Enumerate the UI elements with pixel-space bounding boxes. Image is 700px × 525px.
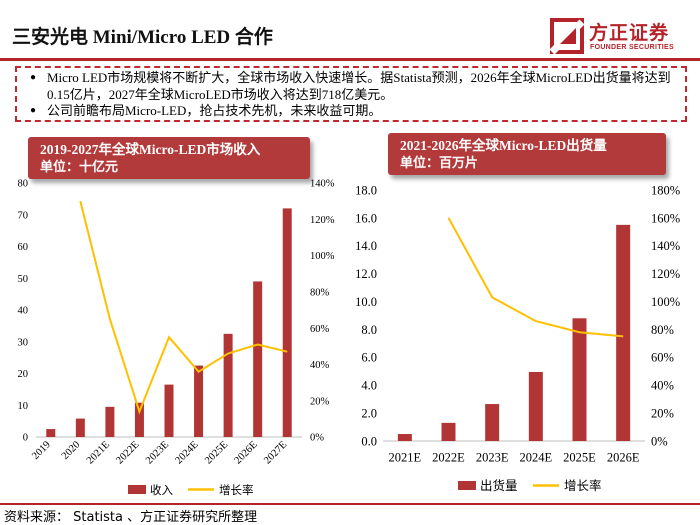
chart1-y-tick-label: 0 xyxy=(23,433,28,444)
chart1-y2-tick-label: 100% xyxy=(310,251,335,262)
chart2-y-tick-label: 6.0 xyxy=(361,351,377,365)
chart2-y2-tick-label: 100% xyxy=(651,295,680,309)
chart2-x-tick-label: 2021E xyxy=(389,451,422,465)
chart2-y2-tick-label: 140% xyxy=(651,239,680,253)
chart2-y2-tick-label: 180% xyxy=(651,183,680,197)
chart1-y-tick-label: 20 xyxy=(18,369,29,380)
logo-chinese-name: 方正证券 xyxy=(589,22,670,44)
summary-bullet: 公司前瞻布局Micro-LED，抢占技术先机，未来收益可期。 xyxy=(27,103,677,120)
chart1-y2-tick-label: 0% xyxy=(310,433,324,444)
chart2-legend-bar-swatch xyxy=(458,481,476,490)
shipment-chart: 0.0 2.0 4.0 6.0 8.0 10.0 12.0 14.0 16.0 18.0 0% 20%… xyxy=(355,183,680,493)
chart1-y-tick-label: 10 xyxy=(18,401,29,412)
chart2-y-tick-label: 18.0 xyxy=(355,183,377,197)
summary-box: Micro LED市场规模将不断扩大，全球市场收入快速增长。据Statista预… xyxy=(15,66,687,122)
chart2-y2-tick-label: 0% xyxy=(651,434,668,448)
chart1-bar xyxy=(282,208,292,437)
chart2-y2-tick-label: 60% xyxy=(651,351,674,365)
chart1-y2-tick-label: 40% xyxy=(310,360,330,371)
chart1-y2-tick-label: 60% xyxy=(310,324,330,335)
chart1-x-tick-label: 2024E xyxy=(174,439,201,466)
chart2-bar xyxy=(441,422,456,441)
chart2-legend-bar-label: 出货量 xyxy=(480,478,518,493)
header-divider xyxy=(0,58,700,61)
summary-bullet: Micro LED市场规模将不断扩大，全球市场收入快速增长。据Statista预… xyxy=(27,70,677,103)
chart1-bar xyxy=(223,333,233,437)
chart2-y2-tick-label: 40% xyxy=(651,379,674,393)
chart1-title: 2019-2027年全球Micro-LED市场收入 xyxy=(40,142,261,157)
chart1-bar xyxy=(253,281,263,437)
revenue-chart: 0 10 20 30 40 50 60 70 80 0% 20% 40% 60% 80% 100% 120% 1… xyxy=(18,179,335,497)
chart1-x-tick-label: 2021E xyxy=(85,439,112,466)
chart2-y-tick-label: 8.0 xyxy=(361,323,377,337)
chart2-x-tick-label: 2022E xyxy=(432,451,465,465)
chart2-subtitle: 单位：百万片 xyxy=(400,155,479,170)
page-title: 三安光电 Mini/Micro LED 合作 xyxy=(12,27,273,48)
chart1-bar xyxy=(194,365,204,437)
chart2-y2-tick-label: 160% xyxy=(651,211,680,225)
chart1-banner: 2019-2027年全球Micro-LED市场收入 单位：十亿元 xyxy=(28,137,310,179)
chart1-legend-bar-label: 收入 xyxy=(150,483,173,497)
chart1-bar xyxy=(46,429,56,437)
chart2-x-tick-label: 2026E xyxy=(607,451,640,465)
chart2-y2-tick-label: 80% xyxy=(651,323,674,337)
chart1-legend-line-label: 增长率 xyxy=(219,483,254,497)
chart2-y-tick-label: 4.0 xyxy=(361,379,377,393)
chart1-x-tick-label: 2020 xyxy=(60,439,83,462)
chart2-title: 2021-2026年全球Micro-LED出货量 xyxy=(400,138,607,153)
chart1-x-tick-label: 2025E xyxy=(203,439,230,466)
chart1-y2-tick-label: 140% xyxy=(310,179,335,190)
chart2-bar xyxy=(528,371,543,441)
chart1-x-tick-label: 2019 xyxy=(30,439,53,462)
founder-securities-logo: 方正证券 FOUNDER SECURITIES xyxy=(548,14,698,60)
chart2-banner: 2021-2026年全球Micro-LED出货量 单位：百万片 xyxy=(388,133,666,175)
chart2-y-tick-label: 12.0 xyxy=(355,267,377,281)
chart2-bar xyxy=(616,224,631,441)
chart2-y-tick-label: 10.0 xyxy=(355,295,377,309)
logo-english-name: FOUNDER SECURITIES xyxy=(590,44,674,51)
chart2-y2-tick-label: 120% xyxy=(651,267,680,281)
chart1-y-tick-label: 80 xyxy=(18,179,29,190)
footer-divider xyxy=(0,503,700,505)
chart1-subtitle: 单位：十亿元 xyxy=(40,159,119,174)
chart1-x-tick-label: 2026E xyxy=(233,439,260,466)
chart1-y-tick-label: 60 xyxy=(18,242,29,253)
chart2-y-tick-label: 16.0 xyxy=(355,211,377,225)
chart1-y-tick-label: 30 xyxy=(18,337,29,348)
chart1-growth-line xyxy=(79,200,288,415)
chart2-bar xyxy=(572,318,587,441)
chart2-x-tick-label: 2023E xyxy=(476,451,509,465)
chart2-y-tick-label: 0.0 xyxy=(361,434,377,448)
source-note: 资料来源： Statista 、方正证券研究所整理 xyxy=(4,510,258,525)
chart1-y2-tick-label: 20% xyxy=(310,396,330,407)
chart2-bar xyxy=(485,404,500,441)
chart2-y-tick-label: 2.0 xyxy=(361,406,377,420)
chart1-bar xyxy=(105,406,115,437)
chart1-bar xyxy=(75,418,85,437)
chart2-y2-tick-label: 20% xyxy=(651,406,674,420)
chart2-legend-line-label: 增长率 xyxy=(564,478,602,493)
chart1-y-tick-label: 50 xyxy=(18,274,29,285)
chart2-y-tick-label: 14.0 xyxy=(355,239,377,253)
chart1-legend-bar-swatch xyxy=(128,485,146,494)
header: 三安光电 Mini/Micro LED 合作 方正证券 FOUNDER SECU… xyxy=(0,0,700,62)
founder-logo-icon xyxy=(549,18,585,55)
chart1-x-tick-label: 2027E xyxy=(262,439,289,466)
chart2-x-tick-label: 2024E xyxy=(520,451,553,465)
chart1-x-tick-label: 2022E xyxy=(114,439,141,466)
chart1-x-tick-label: 2023E xyxy=(144,439,171,466)
chart2-x-tick-label: 2025E xyxy=(563,451,596,465)
chart1-y2-tick-label: 120% xyxy=(310,215,335,226)
chart2-bar xyxy=(397,434,412,441)
chart1-y-tick-label: 70 xyxy=(18,210,29,221)
chart1-y-tick-label: 40 xyxy=(18,306,29,317)
chart2-growth-line xyxy=(447,217,624,338)
chart1-y2-tick-label: 80% xyxy=(310,288,330,299)
chart1-bar xyxy=(134,402,144,437)
chart1-bar xyxy=(164,384,174,437)
